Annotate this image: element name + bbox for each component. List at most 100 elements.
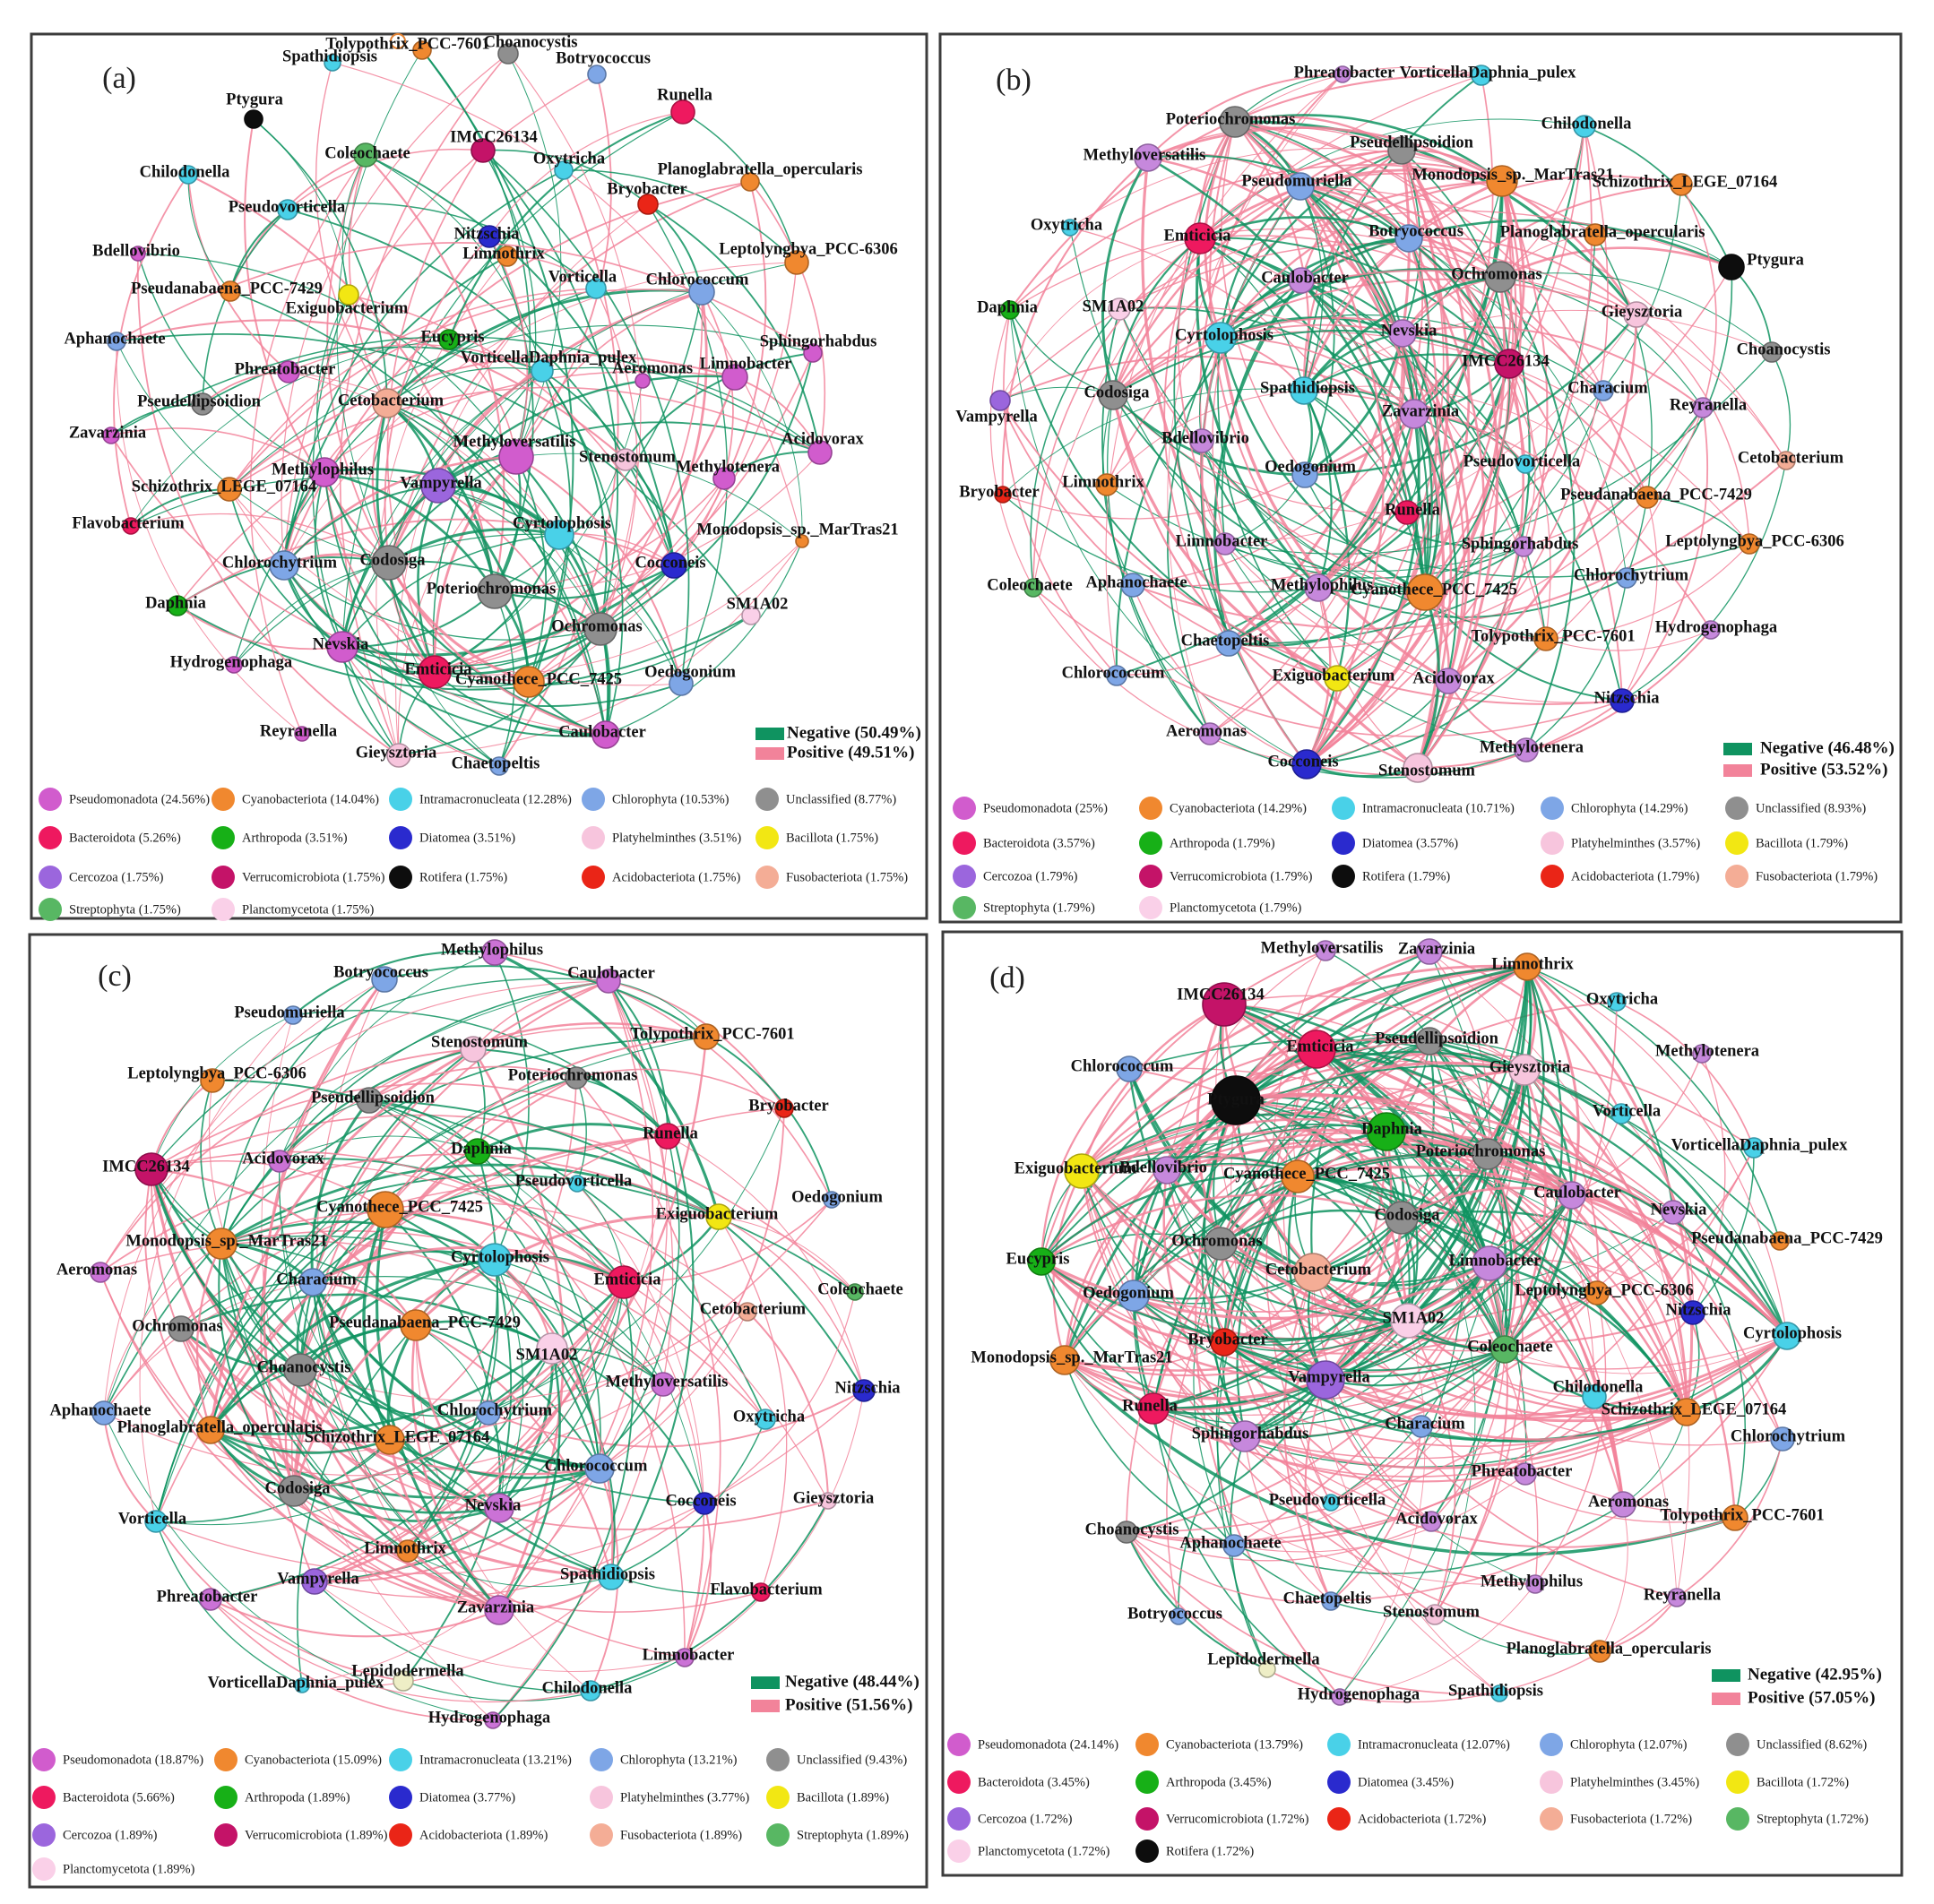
svg-text:Pseudovorticella: Pseudovorticella	[515, 1172, 633, 1190]
svg-text:Emticicia: Emticicia	[593, 1271, 660, 1288]
svg-text:Oedogonium: Oedogonium	[1083, 1284, 1174, 1302]
svg-text:Positive (49.51%): Positive (49.51%)	[787, 743, 914, 762]
svg-text:Daphnia: Daphnia	[1361, 1120, 1422, 1138]
svg-text:Coleochaete: Coleochaete	[1467, 1338, 1553, 1356]
svg-text:Rotifera (1.79%): Rotifera (1.79%)	[1362, 869, 1450, 883]
svg-text:Nevskia: Nevskia	[313, 635, 369, 653]
svg-text:Pseudanabaena_PCC-7429: Pseudanabaena_PCC-7429	[131, 280, 323, 297]
svg-text:Caulobacter: Caulobacter	[1533, 1184, 1621, 1202]
svg-text:Caulobacter: Caulobacter	[558, 723, 646, 741]
svg-text:Bryobacter: Bryobacter	[607, 180, 686, 198]
svg-text:Nevskia: Nevskia	[1651, 1201, 1707, 1219]
svg-text:Diatomea (3.45%): Diatomea (3.45%)	[1358, 1775, 1454, 1789]
svg-text:Poteriochromonas: Poteriochromonas	[1166, 110, 1296, 128]
svg-text:Cyanothece_PCC_7425: Cyanothece_PCC_7425	[316, 1198, 483, 1216]
svg-text:Pseudomuriella: Pseudomuriella	[1241, 172, 1351, 190]
svg-text:Ptygura: Ptygura	[1207, 1090, 1265, 1108]
svg-text:Zavarzinia: Zavarzinia	[457, 1598, 534, 1616]
svg-text:Bryobacter: Bryobacter	[1187, 1331, 1267, 1348]
svg-text:Methylophilus: Methylophilus	[1481, 1572, 1583, 1590]
svg-text:Methyloversatilis: Methyloversatilis	[1084, 146, 1206, 164]
svg-text:Limnothrix: Limnothrix	[1491, 955, 1574, 973]
svg-text:Monodopsis_sp._MarTras21: Monodopsis_sp._MarTras21	[696, 521, 898, 538]
svg-text:Hydrogenophaga: Hydrogenophaga	[1655, 618, 1777, 636]
svg-text:Characium: Characium	[276, 1271, 357, 1288]
svg-text:Pseudovorticella: Pseudovorticella	[1269, 1491, 1386, 1509]
svg-text:Botryococcus: Botryococcus	[1368, 222, 1463, 240]
svg-text:Planctomycetota (1.75%): Planctomycetota (1.75%)	[242, 902, 375, 917]
svg-text:Runella: Runella	[643, 1124, 698, 1142]
svg-text:Characium: Characium	[1385, 1415, 1465, 1433]
svg-text:Cyanothece_PCC_7425: Cyanothece_PCC_7425	[455, 670, 622, 688]
svg-text:Sphingorhabdus: Sphingorhabdus	[1462, 535, 1579, 553]
svg-text:Reyranella: Reyranella	[1670, 396, 1747, 414]
svg-text:Poteriochromonas: Poteriochromonas	[427, 580, 557, 598]
svg-text:Pseudomonadota (18.87%): Pseudomonadota (18.87%)	[63, 1753, 203, 1767]
svg-text:Vampyrella: Vampyrella	[955, 408, 1037, 426]
svg-text:Chlorochytrium: Chlorochytrium	[1731, 1427, 1846, 1445]
svg-text:Bdellovibrio: Bdellovibrio	[1161, 429, 1249, 447]
svg-text:Ochromonas: Ochromonas	[132, 1317, 222, 1335]
svg-text:Planoglabratella_opercularis: Planoglabratella_opercularis	[658, 160, 863, 178]
svg-text:Flavobacterium: Flavobacterium	[72, 514, 185, 532]
svg-text:Codosiga: Codosiga	[1375, 1206, 1440, 1224]
svg-text:Chlorophyta (14.29%): Chlorophyta (14.29%)	[1571, 801, 1688, 815]
svg-text:Flavobacterium: Flavobacterium	[710, 1581, 823, 1598]
svg-text:Bacteroidota (3.45%): Bacteroidota (3.45%)	[978, 1775, 1090, 1789]
svg-text:Spathidiopsis: Spathidiopsis	[560, 1565, 655, 1583]
svg-text:Schizothrix_LEGE_07164: Schizothrix_LEGE_07164	[1602, 1400, 1787, 1418]
svg-text:Lepidodermella: Lepidodermella	[351, 1662, 463, 1680]
svg-text:Methylotenera: Methylotenera	[676, 458, 780, 476]
svg-text:Negative (48.44%): Negative (48.44%)	[785, 1672, 920, 1691]
svg-text:Acidovorax: Acidovorax	[1395, 1510, 1478, 1528]
svg-text:Stenostomum: Stenostomum	[1378, 762, 1476, 780]
svg-text:Limnobacter: Limnobacter	[643, 1646, 735, 1664]
svg-text:Gieysztoria: Gieysztoria	[356, 744, 436, 762]
svg-text:Pseudanabaena_PCC-7429: Pseudanabaena_PCC-7429	[329, 1314, 521, 1331]
svg-text:Acidobacteriota (1.75%): Acidobacteriota (1.75%)	[612, 870, 741, 884]
svg-text:(a): (a)	[102, 62, 136, 95]
svg-text:Pseudanabaena_PCC-7429: Pseudanabaena_PCC-7429	[1691, 1229, 1883, 1247]
svg-text:Intramacronucleata (12.28%): Intramacronucleata (12.28%)	[419, 792, 572, 806]
svg-text:Bacteroidota (5.66%): Bacteroidota (5.66%)	[63, 1790, 175, 1805]
svg-text:Acidobacteriota (1.72%): Acidobacteriota (1.72%)	[1358, 1812, 1487, 1826]
svg-text:Zavarzinia: Zavarzinia	[1398, 940, 1475, 958]
svg-text:Runella: Runella	[1385, 501, 1440, 519]
svg-text:Choanocystis: Choanocystis	[484, 33, 578, 51]
svg-text:Chaetopeltis: Chaetopeltis	[1283, 1590, 1372, 1607]
svg-text:VorticellaDaphnia_pulex: VorticellaDaphnia_pulex	[461, 349, 637, 366]
svg-text:Choanocystis: Choanocystis	[1737, 340, 1831, 358]
svg-text:Pseudellipsoidion: Pseudellipsoidion	[1350, 134, 1473, 151]
svg-text:Rotifera (1.72%): Rotifera (1.72%)	[1166, 1844, 1254, 1858]
svg-text:Cyanothece_PCC_7425: Cyanothece_PCC_7425	[1351, 581, 1517, 599]
svg-text:Unclassified (8.62%): Unclassified (8.62%)	[1757, 1737, 1867, 1752]
svg-text:Nevskia: Nevskia	[1381, 322, 1438, 340]
svg-text:Diatomea (3.77%): Diatomea (3.77%)	[419, 1790, 515, 1805]
svg-text:VorticellaDaphnia_pulex: VorticellaDaphnia_pulex	[208, 1674, 384, 1692]
svg-text:Sphingorhabdus: Sphingorhabdus	[1192, 1425, 1309, 1443]
svg-text:Oxytricha: Oxytricha	[1031, 216, 1102, 234]
svg-text:Cetobacterium: Cetobacterium	[1265, 1261, 1372, 1279]
svg-text:Vampyrella: Vampyrella	[277, 1570, 358, 1588]
svg-text:Acidobacteriota (1.79%): Acidobacteriota (1.79%)	[1571, 869, 1700, 883]
svg-text:Choanocystis: Choanocystis	[257, 1358, 351, 1376]
svg-text:Daphnia: Daphnia	[451, 1140, 512, 1158]
svg-text:Streptophyta (1.72%): Streptophyta (1.72%)	[1757, 1812, 1869, 1826]
svg-text:Phreatobacter: Phreatobacter	[157, 1588, 258, 1606]
svg-text:Daphnia: Daphnia	[977, 298, 1038, 316]
svg-text:Bdellovibrio: Bdellovibrio	[1119, 1159, 1207, 1176]
svg-text:Fusobacteriota (1.89%): Fusobacteriota (1.89%)	[620, 1828, 742, 1842]
svg-text:Limnothrix: Limnothrix	[364, 1539, 446, 1557]
svg-text:Methylotenera: Methylotenera	[1655, 1042, 1759, 1060]
svg-text:Monodopsis_sp._MarTras21: Monodopsis_sp._MarTras21	[1412, 166, 1613, 184]
svg-text:SM1A02: SM1A02	[727, 595, 789, 613]
svg-text:Cocconeis: Cocconeis	[1267, 753, 1338, 771]
svg-text:Ochromonas: Ochromonas	[1451, 265, 1541, 283]
svg-text:Hydrogenophaga: Hydrogenophaga	[1298, 1685, 1420, 1703]
svg-text:Verrucomicrobiota (1.79%): Verrucomicrobiota (1.79%)	[1170, 869, 1313, 883]
svg-text:Fusobacteriota (1.72%): Fusobacteriota (1.72%)	[1570, 1812, 1692, 1826]
svg-text:Limnothrix: Limnothrix	[1062, 473, 1144, 491]
svg-text:Stenostomum: Stenostomum	[1383, 1603, 1481, 1621]
svg-text:Phreatobacter: Phreatobacter	[1472, 1462, 1573, 1480]
svg-text:Platyhelminthes (3.45%): Platyhelminthes (3.45%)	[1570, 1775, 1699, 1789]
